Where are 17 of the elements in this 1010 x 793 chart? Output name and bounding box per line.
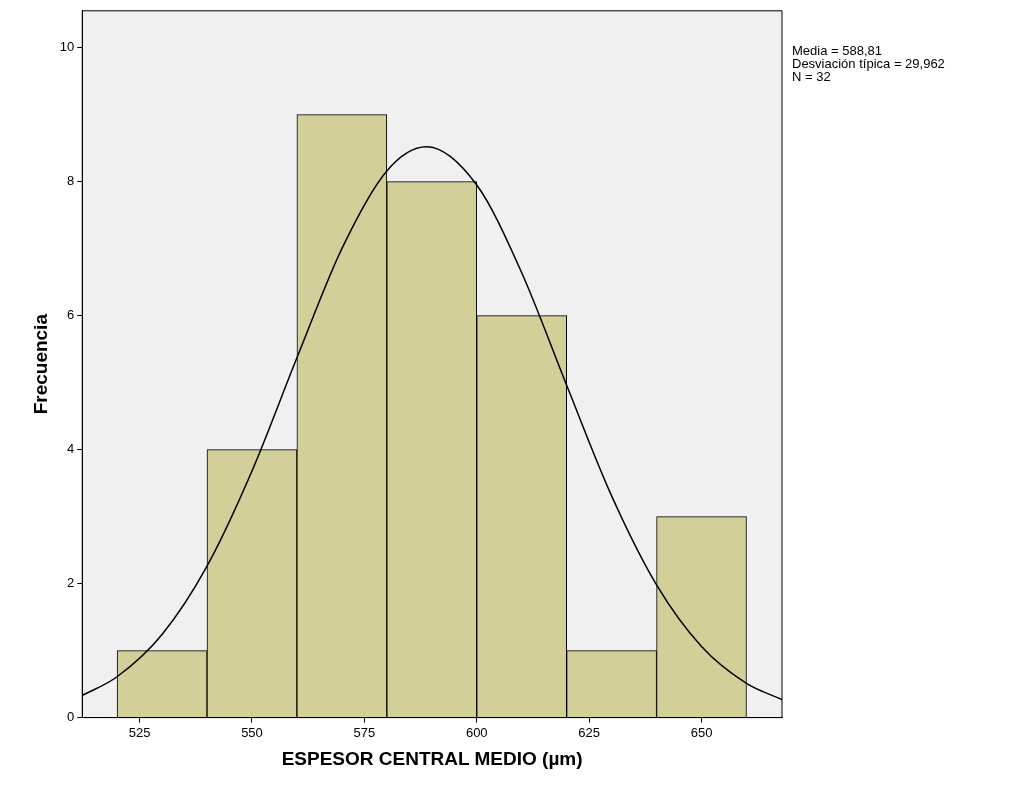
y-tick-label: 8 [67, 173, 75, 189]
x-tick-label: 575 [353, 724, 376, 740]
y-tick-label: 2 [67, 575, 75, 591]
y-tick-label: 0 [67, 709, 75, 725]
x-axis-title: ESPESOR CENTRAL MEDIO (µm) [281, 747, 583, 769]
x-tick-label: 550 [241, 724, 263, 740]
text: N = 32 [792, 69, 832, 84]
y-axis-title: Frecuencia [29, 313, 51, 415]
x-tick-label: 650 [690, 724, 713, 740]
text: Media = 588,81 [792, 43, 883, 58]
y-tick-label: 6 [67, 307, 75, 323]
text: Desviación típica = 29,962 [792, 56, 945, 71]
y-tick-label: 10 [59, 39, 75, 55]
y-tick-label: 4 [67, 441, 75, 457]
x-tick-label: 600 [465, 724, 488, 740]
x-tick-label: 625 [578, 724, 600, 740]
x-tick-label: 525 [128, 724, 151, 740]
